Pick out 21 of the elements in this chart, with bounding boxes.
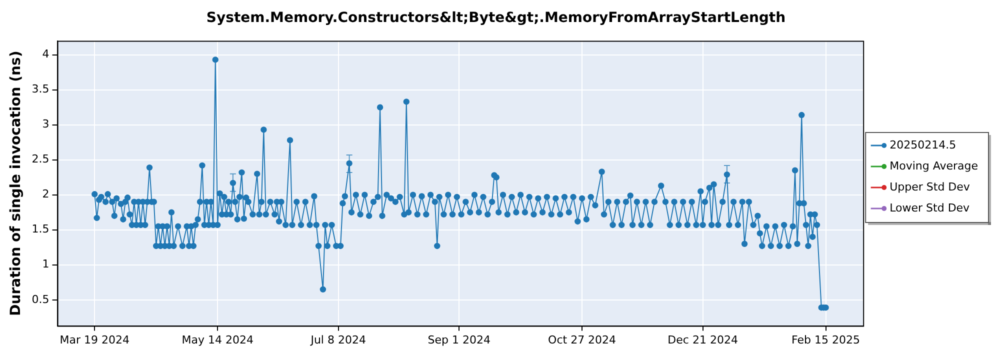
chart-title: System.Memory.Constructors&lt;Byte&gt;.MemoryFromArrayStartLength: [206, 10, 786, 26]
y-tick-label: 3: [42, 118, 50, 131]
legend-label: Lower Std Dev: [890, 201, 970, 214]
x-tick-label: Oct 27 2024: [548, 333, 616, 346]
x-tick-label: Feb 15 2025: [792, 333, 860, 346]
legend-label: Upper Std Dev: [890, 180, 970, 194]
x-tick-label: Sep 1 2024: [428, 333, 490, 346]
y-tick-label: 1: [42, 258, 50, 271]
x-tick-label: Jul 8 2024: [310, 333, 366, 346]
x-tick-label: Dec 21 2024: [668, 333, 738, 346]
y-tick-label: 2.5: [32, 152, 50, 166]
legend-label: Moving Average: [890, 159, 978, 172]
y-axis-title: Duration of single invocation (ns): [8, 50, 24, 316]
x-tick-label: May 14 2024: [182, 333, 254, 346]
y-tick-label: 0.5: [32, 292, 50, 306]
y-tick-label: 3.5: [32, 82, 50, 96]
y-tick-label: 1.5: [32, 222, 50, 236]
y-tick-label: 2: [42, 188, 50, 201]
legend-label: 20250214.5: [890, 138, 956, 152]
y-tick-label: 4: [42, 48, 50, 61]
x-tick-label: Mar 19 2024: [60, 333, 130, 346]
